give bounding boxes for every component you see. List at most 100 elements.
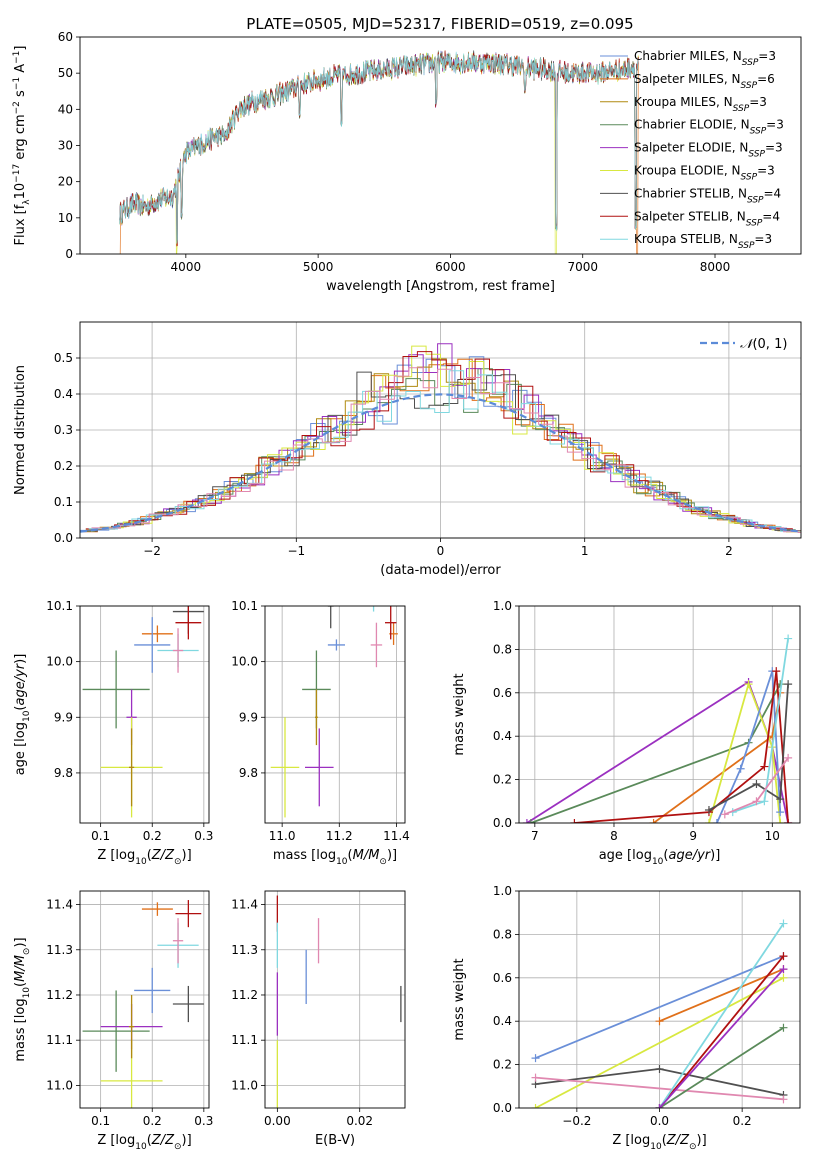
label-part: SSP [747,195,764,205]
weight-marker [760,797,769,806]
y-tick-label: 0.5 [54,351,73,365]
x-tick-label: 0.3 [194,1114,213,1128]
label-part: =3 [766,118,784,132]
histogram-step [91,367,801,533]
legend-entry: Kroupa MILES, NSSP=3 [634,95,767,114]
weight-marker [531,1073,540,1082]
label-part: age/yr [668,848,711,863]
y-tick-label: 0.2 [54,459,73,473]
weight-line [535,955,784,1059]
y-tick-label: 11.4 [46,898,73,912]
y-axis-label: mass weight [452,673,467,755]
label-part: ⊙ [174,857,182,867]
label-part: Z/Z [666,1133,690,1148]
label-part: =6 [757,72,775,86]
weight-marker [736,764,745,773]
plot-area [270,606,398,818]
y-tick-label: 0.0 [493,1101,512,1115]
label-part: 10 [336,857,348,867]
weight-line [708,684,789,811]
label-part: )] [13,654,28,664]
y-tick-label: 10.1 [46,599,73,613]
label-part: (data-model)/error [380,563,501,578]
y-tick-label: 50 [58,66,73,80]
label-part: ] [13,46,28,51]
normal-curve [80,393,801,533]
axes-frame [79,36,802,255]
label-part: ( [348,848,353,863]
y-axis-label: age [log10(age/yr)] [13,654,32,776]
weight-marker [655,1104,664,1108]
y-tick-label: 0.0 [54,531,73,545]
x-tick-label: 6000 [435,260,466,274]
label-part: −1 [12,51,22,64]
y-tick-label: 11.1 [46,1033,73,1047]
label-part: =3 [754,232,772,246]
label-part: )] [182,848,192,863]
label-part: ( [13,982,28,987]
spectrum-line [119,52,639,254]
label-part: 10 [135,857,147,867]
label-part: Z [log [97,1133,135,1148]
y-tick-label: 0.4 [493,1014,512,1028]
histogram-step [82,358,801,533]
x-axis-label: age [log10(age/yr)] [599,848,721,867]
x-tick-label: 0.3 [194,829,213,843]
label-part: E(B-V) [315,1133,355,1148]
label-part: λ [22,199,32,205]
legend-entry: Salpeter MILES, NSSP=6 [634,72,775,91]
label-part: =3 [757,164,775,178]
y-tick-label: 0.8 [493,642,512,656]
histogram-step [82,371,801,532]
label-part: Flux [f [13,204,28,245]
label-part: Z/Z [151,1133,175,1148]
y-tick-label: 0.1 [54,495,73,509]
spectrum-line [119,51,639,244]
label-part: −1 [12,77,22,90]
label-part: SSP [733,104,750,114]
label-part: ⊙ [379,857,387,867]
weight-marker [744,680,753,689]
label-part: ⊙ [689,1142,697,1152]
weight-marker [776,819,785,823]
weight-marker [655,1017,664,1026]
y-tick-label: 10.0 [46,655,73,669]
label-part: M/M [13,955,28,982]
y-tick-label: 11.2 [46,988,73,1002]
x-tick-label: 8 [610,829,618,843]
weight-marker [649,819,658,823]
x-tick-label: 10 [765,829,780,843]
label-part: mass weight [452,958,467,1040]
weight-marker [784,680,793,689]
y-tick-label: 0.2 [493,1058,512,1072]
weight-line [653,692,782,823]
y-tick-label: 11.0 [231,1078,258,1092]
y-tick-label: 9.8 [239,766,258,780]
label-part: SSP [741,173,758,183]
label-part: SSP [748,150,765,160]
label-part: SSP [741,81,758,91]
weight-line [658,955,785,1108]
x-tick-label: 11.2 [326,829,353,843]
label-part: ⊙ [174,1142,182,1152]
label-part: )] [697,1133,707,1148]
axes-frame [79,605,210,824]
x-tick-label: 0.1 [91,1114,110,1128]
label-part: mass [log [13,998,28,1061]
legend-entry: 𝒩(0, 1) [740,337,787,352]
axes-frame [264,605,406,824]
y-tick-label: 1.0 [493,884,512,898]
plot-area [522,634,793,823]
label-part: mass weight [452,673,467,755]
weight-line [535,1076,784,1101]
y-tick-label: 0.6 [493,686,512,700]
plot-area [276,895,402,1108]
x-tick-label: 7 [531,829,539,843]
weight-marker [784,753,793,762]
legend-entry: Chabrier STELIB, NSSP=4 [634,186,781,205]
label-part: Z/Z [151,848,175,863]
x-tick-label: 0.2 [733,1114,752,1128]
label-part: SSP [750,127,767,137]
y-tick-label: 0.6 [493,971,512,985]
